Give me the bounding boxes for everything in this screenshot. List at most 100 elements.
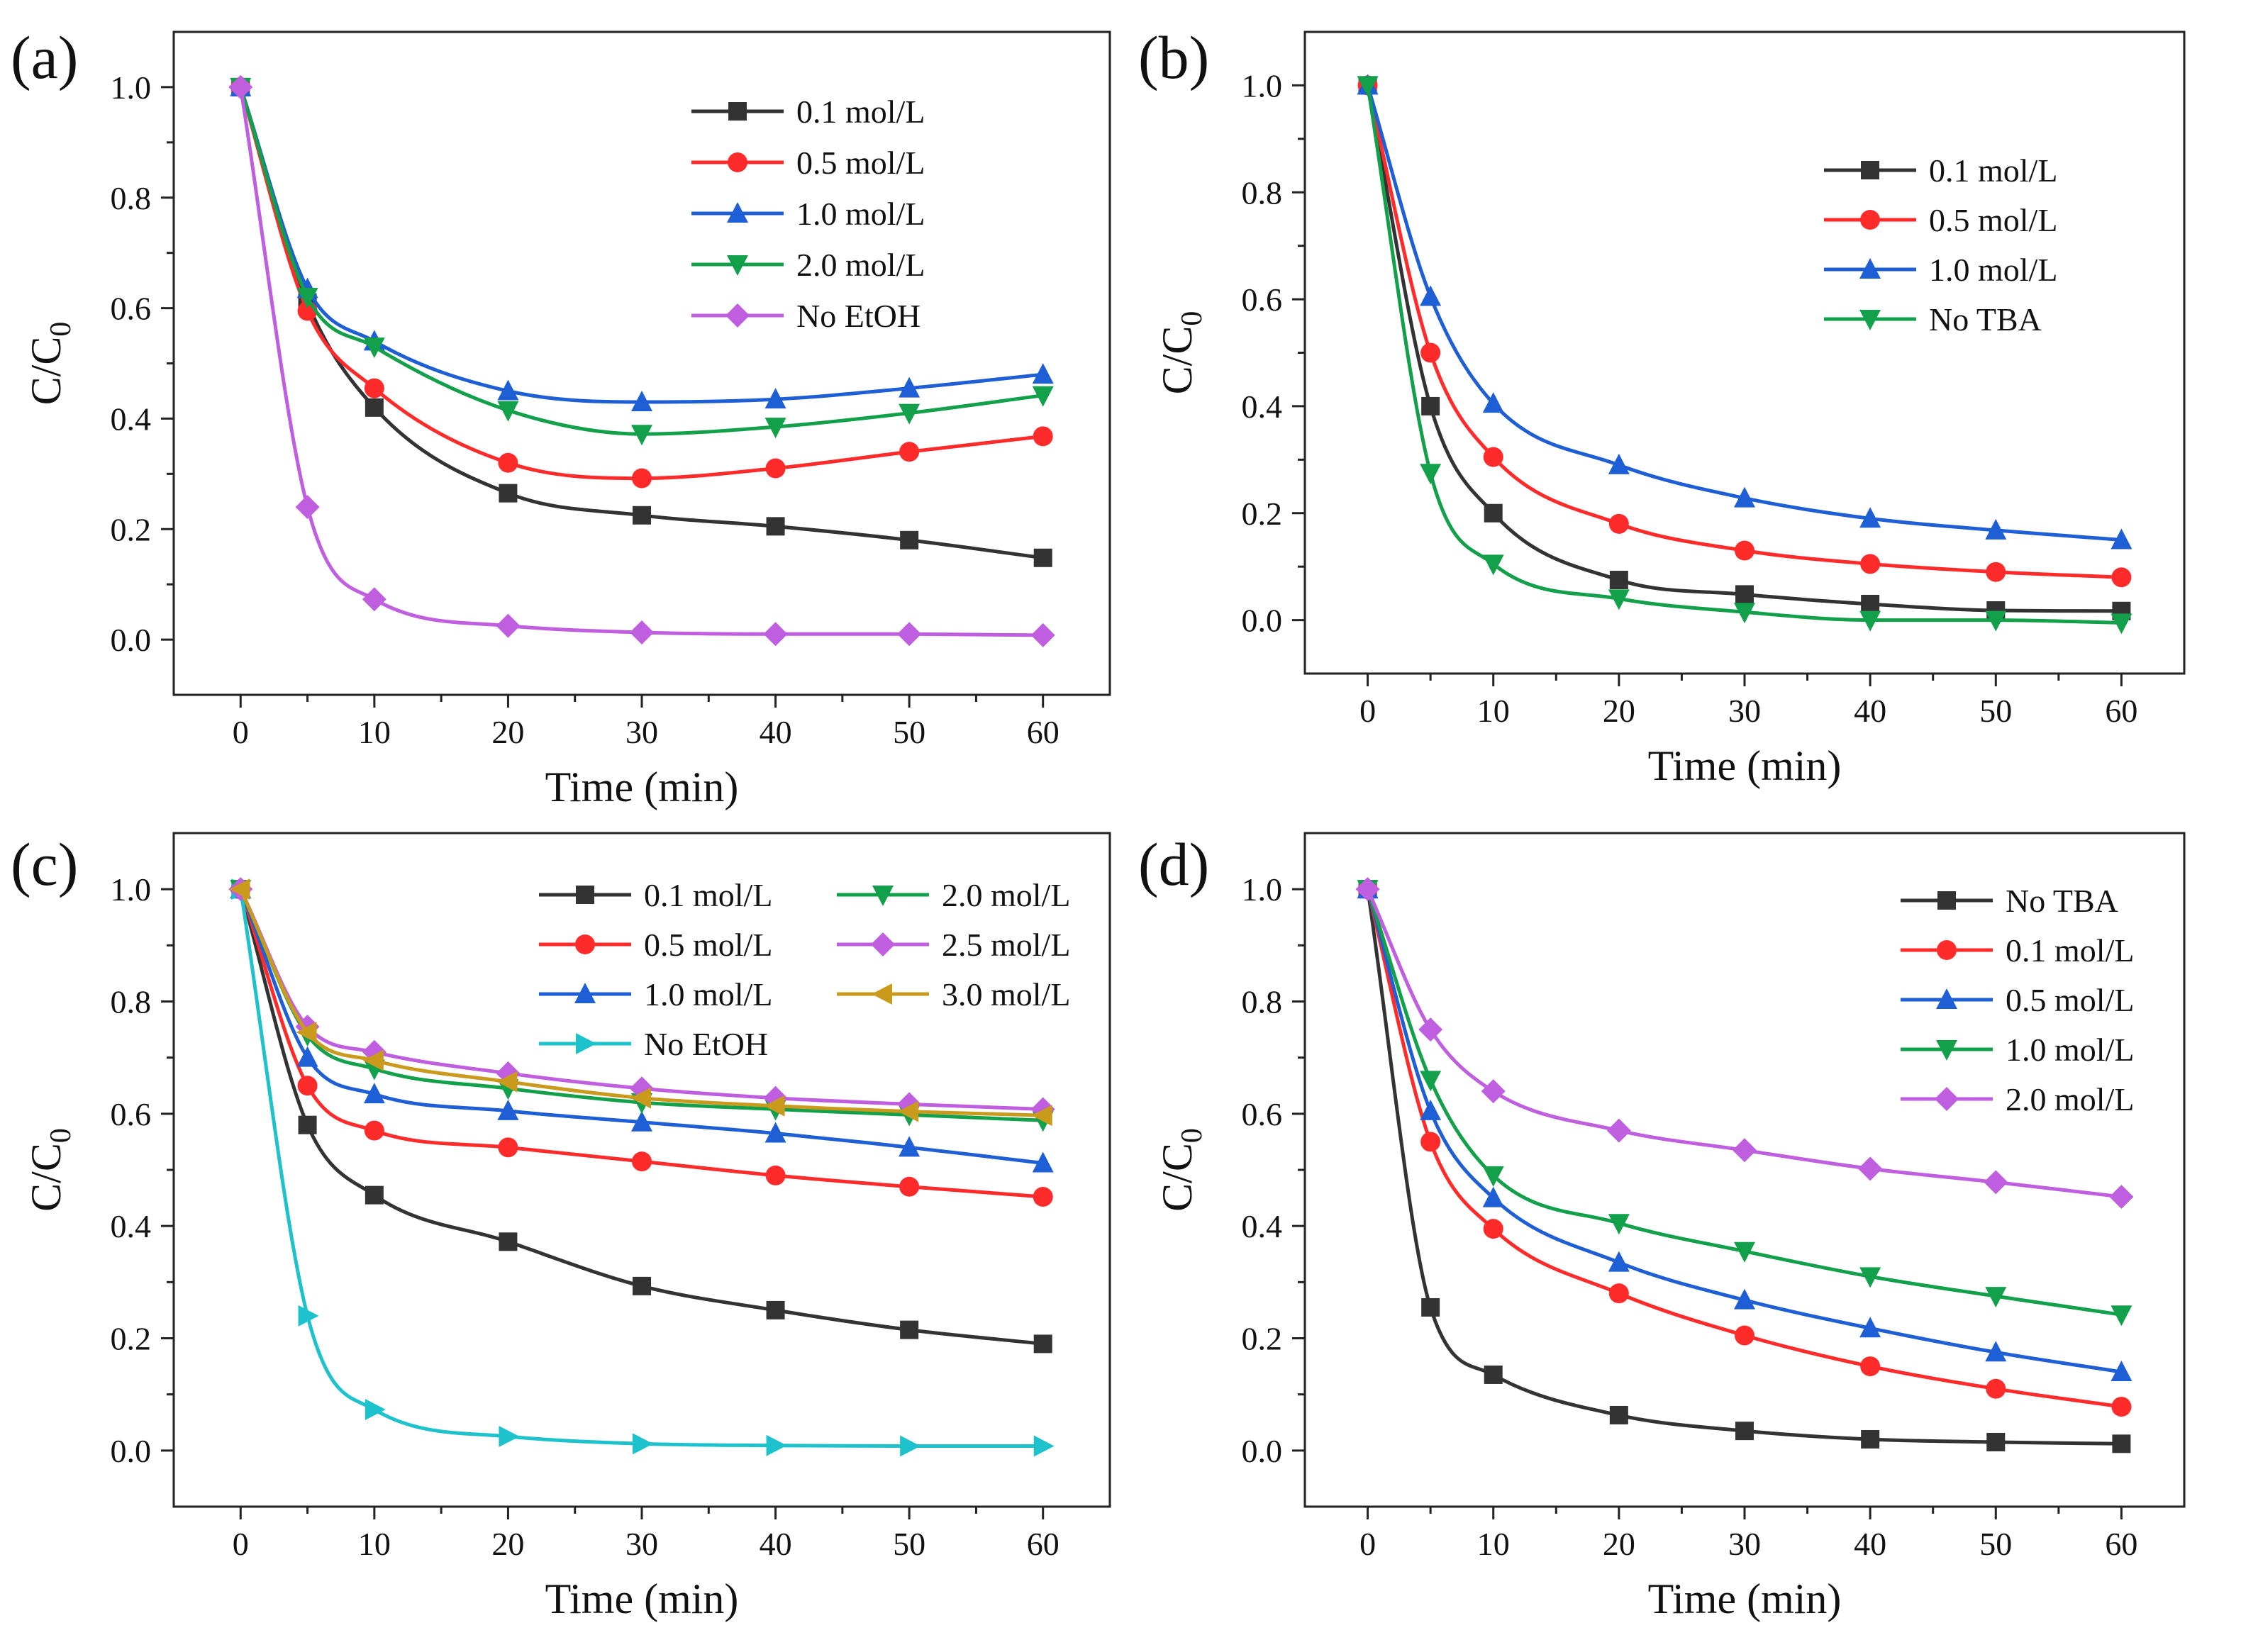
y-axis-title-main: C/C: [1154, 326, 1201, 395]
x-tick-label: 10: [1477, 693, 1510, 729]
data-point: [1421, 396, 1440, 415]
data-point: [497, 379, 519, 401]
y-tick-label: 0.6: [1242, 1096, 1283, 1132]
legend-marker: [1936, 988, 1957, 1009]
legend-marker: [1937, 891, 1956, 910]
legend-marker: [872, 886, 894, 906]
panel-label: (d): [1138, 830, 1209, 898]
y-axis-title: C/C0: [1154, 1128, 1208, 1212]
data-point: [1030, 623, 1055, 647]
data-point: [2111, 1397, 2132, 1417]
data-point: [1482, 1166, 1504, 1187]
x-tick-label: 20: [491, 1526, 524, 1562]
y-tick-label: 1.0: [1242, 871, 1283, 908]
data-point: [362, 1049, 384, 1071]
data-point: [1482, 1186, 1504, 1207]
series-0: [231, 77, 1052, 567]
y-tick-label: 0.2: [111, 511, 152, 547]
data-point: [630, 1087, 651, 1109]
data-point: [1735, 1325, 1754, 1346]
x-tick-label: 20: [1603, 1526, 1635, 1562]
data-point: [631, 391, 652, 412]
y-axis-title-main: C/C: [1154, 1143, 1201, 1212]
data-point: [631, 425, 652, 446]
data-point: [899, 403, 921, 425]
data-point: [1859, 1267, 1881, 1288]
data-point: [298, 1115, 317, 1134]
x-tick-label: 30: [625, 714, 658, 750]
data-point: [1032, 363, 1054, 384]
y-tick-label: 0.2: [1242, 496, 1283, 532]
x-tick-label: 0: [233, 1526, 249, 1562]
legend-marker: [728, 152, 747, 172]
data-point: [1606, 1118, 1631, 1143]
panel-label: (c): [11, 830, 78, 898]
plot-frame: [172, 30, 1111, 696]
x-axis-title: Time (min): [545, 1575, 739, 1622]
data-point: [633, 1433, 653, 1455]
data-point: [899, 376, 921, 398]
data-point: [295, 495, 320, 520]
data-point: [496, 1071, 518, 1093]
data-point: [1734, 603, 1755, 624]
series-1: [1357, 879, 2132, 1417]
legend-label: 0.5 mol/L: [644, 927, 772, 963]
y-tick-label: 1.0: [1242, 67, 1283, 104]
y-tick-label: 0.4: [111, 401, 152, 437]
data-point: [1985, 610, 2007, 632]
data-point: [1609, 571, 1628, 590]
x-tick-label: 0: [233, 714, 249, 750]
data-point: [2110, 1361, 2132, 1381]
data-point: [1032, 386, 1054, 407]
data-point: [766, 1300, 785, 1319]
chart-panel-a: (a) 0 10 20 30 40 50 60 0.0 0.2 0.4 0.6 0.8 1.0 Time (…: [11, 23, 1111, 810]
series-6: [229, 878, 1052, 1127]
data-point: [1420, 1099, 1442, 1120]
x-tick-label: 0: [1359, 693, 1376, 729]
data-point: [1986, 1432, 2006, 1451]
y-tick-label: 0.4: [1242, 1208, 1283, 1244]
legend-label: 3.0 mol/L: [942, 976, 1070, 1012]
data-point: [2109, 1185, 2134, 1209]
data-point: [633, 1276, 651, 1295]
legend-label: 2.0 mol/L: [942, 877, 1070, 913]
data-point: [229, 878, 250, 900]
legend-label: 1.0 mol/L: [1929, 252, 2057, 288]
data-point: [497, 1099, 519, 1120]
y-axis-title: C/C0: [23, 322, 77, 406]
data-point: [1985, 1287, 2007, 1308]
y-axis-title-subscript: 0: [1176, 311, 1208, 326]
legend-marker: [728, 102, 747, 121]
y-tick-label: 0.4: [1242, 389, 1283, 425]
data-point: [764, 1122, 786, 1143]
y-axis-title: C/C0: [1154, 311, 1208, 395]
y-tick-label: 0.8: [1242, 984, 1283, 1020]
legend-marker: [871, 932, 895, 956]
data-point: [1859, 507, 1881, 528]
data-point: [298, 1305, 319, 1327]
data-point: [1482, 392, 1504, 413]
series-2: [230, 75, 1054, 412]
series-3: [230, 77, 1054, 446]
data-point: [764, 388, 786, 409]
data-point: [228, 74, 253, 99]
data-point: [631, 1110, 652, 1132]
series-5: [228, 877, 1055, 1122]
data-point: [2110, 528, 2132, 549]
data-point: [1033, 1187, 1053, 1207]
x-tick-label: 30: [1728, 693, 1761, 729]
data-point: [764, 1095, 785, 1117]
series-2: [1357, 74, 2132, 549]
x-tick-label: 10: [1477, 1526, 1510, 1562]
data-point: [765, 458, 786, 479]
y-tick-label: 0.2: [1242, 1321, 1283, 1357]
y-tick-label: 0.6: [111, 1096, 152, 1132]
panel-label: (a): [11, 23, 78, 91]
panel-label: (b): [1138, 23, 1209, 91]
y-axis-title-subscript: 0: [45, 1128, 77, 1143]
data-point: [365, 1185, 384, 1205]
data-point: [1860, 1356, 1881, 1377]
y-tick-label: 0.0: [1242, 603, 1283, 639]
x-tick-label: 20: [1603, 693, 1635, 729]
